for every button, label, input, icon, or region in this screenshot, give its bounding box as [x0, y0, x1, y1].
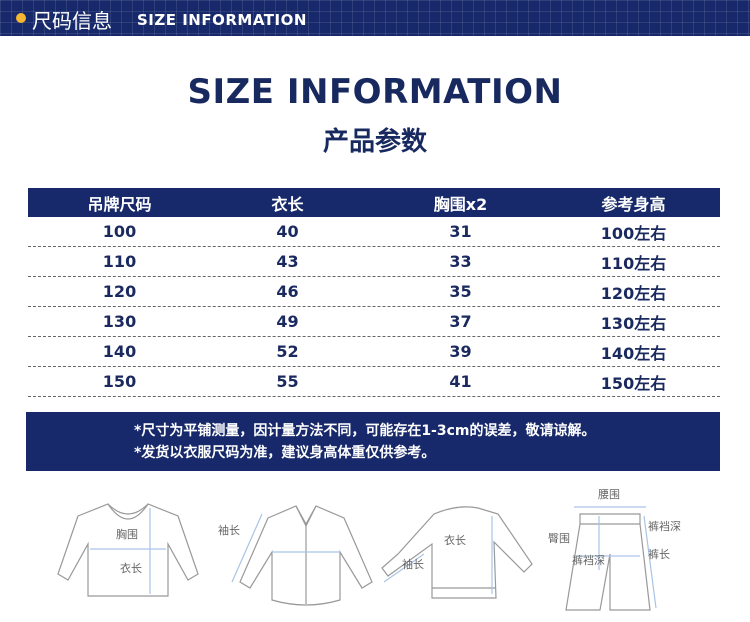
table-cell: 130左右	[600, 313, 667, 333]
section-title-cn: 尺码信息	[32, 9, 112, 33]
bullet-dot-icon	[16, 13, 26, 23]
diagram-label: 腰围	[598, 488, 620, 501]
table-cell: 31	[449, 222, 472, 241]
pants-diagram: 腰围 裤裆深 臀围 裤长 裤裆深	[548, 488, 681, 611]
table-row: 140 52 39 140左右	[28, 337, 720, 367]
section-title-en: SIZE INFORMATION	[137, 11, 307, 29]
diagram-label: 袖长	[218, 523, 240, 537]
table-cell: 100左右	[600, 223, 667, 243]
section-header-bar: 尺码信息 SIZE INFORMATION	[0, 0, 750, 36]
table-cell: 140	[102, 342, 137, 361]
notes-box: *尺寸为平铺测量，因计量方法不同，可能存在1-3cm的误差，敬请谅解。 *发货以…	[26, 412, 720, 471]
diagram-label: 袖长	[402, 557, 424, 571]
table-cell: 150	[102, 372, 137, 391]
table-header: 吊牌尺码 衣长 胸围x2 参考身高	[28, 188, 720, 217]
diagram-label: 裤裆深	[572, 553, 605, 567]
tshirt-diagram: 胸围 衣长	[57, 503, 199, 597]
table-cell: 52	[276, 342, 299, 361]
column-header: 参考身高	[601, 194, 666, 214]
table-row: 120 46 35 120左右	[28, 277, 720, 307]
table-cell: 35	[449, 282, 472, 301]
table-cell: 120左右	[600, 283, 667, 303]
table-cell: 39	[449, 342, 472, 361]
table-cell: 120	[102, 282, 137, 301]
page-subtitle: 产品参数	[322, 127, 427, 157]
table-cell: 140左右	[600, 343, 667, 363]
table-cell: 110	[102, 252, 137, 271]
diagram-label: 臀围	[548, 532, 570, 545]
table-cell: 55	[276, 372, 299, 391]
column-header: 吊牌尺码	[87, 194, 152, 214]
table-cell: 43	[276, 252, 299, 271]
table-cell: 40	[276, 222, 299, 241]
sweater-diagram: 衣长 袖长	[381, 506, 533, 599]
column-header: 胸围x2	[433, 194, 488, 214]
page-title: SIZE INFORMATION	[187, 72, 563, 112]
diagram-label: 衣长	[444, 533, 466, 547]
shirt-diagram: 袖长	[218, 505, 373, 606]
diagram-label: 裤长	[648, 547, 670, 561]
table-cell: 110左右	[600, 253, 667, 273]
diagram-label: 裤裆深	[648, 519, 681, 533]
diagram-label: 衣长	[120, 561, 142, 575]
table-cell: 33	[449, 252, 472, 271]
table-cell: 37	[449, 312, 472, 331]
note-line: *发货以衣服尺码为准，建议身高体重仅供参考。	[134, 445, 436, 461]
measurement-diagrams: 胸围 衣长 袖长 衣长 袖长 腰围 裤裆深 臀围 裤长 裤裆深	[57, 488, 681, 611]
table-cell: 150左右	[600, 373, 667, 393]
table-cell: 41	[449, 372, 472, 391]
column-header: 衣长	[271, 194, 304, 214]
table-row: 110 43 33 110左右	[28, 247, 720, 277]
table-row: 100 40 31 100左右	[28, 217, 720, 247]
size-table: 吊牌尺码 衣长 胸围x2 参考身高 100 40 31 100左右 110 43 33 110…	[28, 188, 720, 397]
table-cell: 100	[102, 222, 137, 241]
diagram-label: 胸围	[116, 527, 138, 541]
table-cell: 46	[276, 282, 299, 301]
table-cell: 130	[102, 312, 137, 331]
note-line: *尺寸为平铺测量，因计量方法不同，可能存在1-3cm的误差，敬请谅解。	[134, 423, 596, 439]
table-row: 150 55 41 150左右	[28, 367, 720, 397]
table-row: 130 49 37 130左右	[28, 307, 720, 337]
table-cell: 49	[276, 312, 299, 331]
